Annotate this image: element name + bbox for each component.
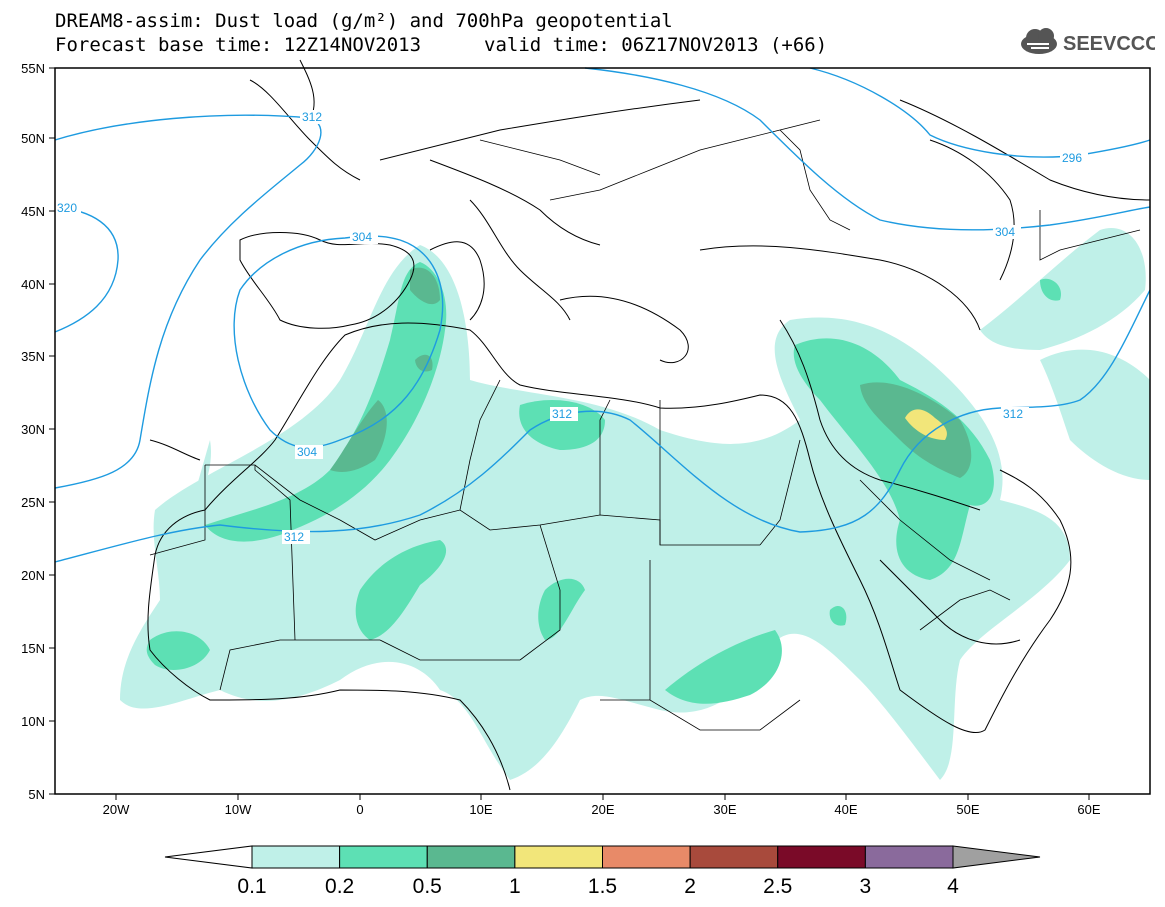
logo-text: SEEVCCC (1063, 33, 1155, 55)
colorbar-label: 1.5 (588, 875, 617, 898)
colorbar-label: 2.5 (763, 875, 792, 898)
colorbar-swatch (602, 845, 691, 869)
lat-label: 55N (21, 61, 45, 76)
contour-label: 312 (552, 407, 572, 421)
colorbar: 0.1 0.2 0.5 1 1.5 2 2.5 3 4 (164, 845, 1041, 898)
contour-label: 312 (302, 110, 322, 124)
colorbar-label: 3 (860, 875, 872, 898)
lat-label: 20N (21, 568, 45, 583)
lat-label: 50N (21, 131, 45, 146)
longitude-labels: 20W 10W 0 10E 20E 30E 40E 50E 60E (103, 802, 1101, 817)
colorbar-label: 0.5 (413, 875, 442, 898)
contour-label: 312 (284, 530, 304, 544)
colorbar-label: 1 (509, 875, 521, 898)
contour-label: 304 (297, 445, 317, 459)
lat-label: 15N (21, 641, 45, 656)
colorbar-swatch (339, 845, 428, 869)
lat-label: 5N (28, 787, 45, 802)
latitude-labels: 55N 50N 45N 40N 35N 30N 25N 20N 15N 10N … (21, 61, 45, 802)
colorbar-label: 0.1 (237, 875, 266, 898)
colorbar-swatch (426, 845, 516, 869)
contour-label: 312 (1003, 407, 1023, 421)
colorbar-low-arrow (164, 845, 253, 869)
valid-time: valid time: 06Z17NOV2013 (+66) (484, 34, 828, 56)
colorbar-swatch (777, 845, 866, 869)
forecast-base-time: Forecast base time: 12Z14NOV2013 (55, 34, 422, 56)
contour-label: 296 (1062, 151, 1082, 165)
colorbar-swatch (864, 845, 954, 869)
lon-label: 10E (469, 802, 492, 817)
lon-label: 20E (591, 802, 614, 817)
colorbar-label: 0.2 (325, 875, 354, 898)
lat-label: 30N (21, 422, 45, 437)
cloud-icon (1021, 28, 1057, 54)
dust-load-shading (120, 228, 1150, 780)
colorbar-swatch (689, 845, 779, 869)
lon-label: 60E (1077, 802, 1100, 817)
lon-label: 50E (956, 802, 979, 817)
lat-label: 10N (21, 714, 45, 729)
lon-label: 30E (713, 802, 736, 817)
seevccc-logo: SEEVCCC (1021, 28, 1155, 55)
contour-label: 304 (995, 225, 1015, 239)
lat-label: 40N (21, 277, 45, 292)
country-borders (149, 119, 1141, 731)
lon-label: 40E (834, 802, 857, 817)
colorbar-label: 4 (947, 875, 959, 898)
colorbar-high-arrow (952, 845, 1041, 869)
colorbar-label: 2 (684, 875, 696, 898)
lon-label: 20W (103, 802, 130, 817)
contour-label: 320 (57, 201, 77, 215)
lat-label: 45N (21, 204, 45, 219)
tick-marks (49, 67, 1090, 800)
colorbar-swatch (251, 845, 341, 869)
lon-label: 0 (356, 802, 363, 817)
contour-labels: 312 320 304 296 304 304 312 312 312 (55, 110, 1088, 544)
chart-title: DREAM8-assim: Dust load (g/m²) and 700hP… (55, 10, 673, 32)
colorbar-swatch (514, 845, 603, 869)
coastlines (147, 59, 1151, 791)
lat-label: 25N (21, 495, 45, 510)
contour-label: 304 (352, 230, 372, 244)
lon-label: 10W (225, 802, 252, 817)
lat-label: 35N (21, 349, 45, 364)
